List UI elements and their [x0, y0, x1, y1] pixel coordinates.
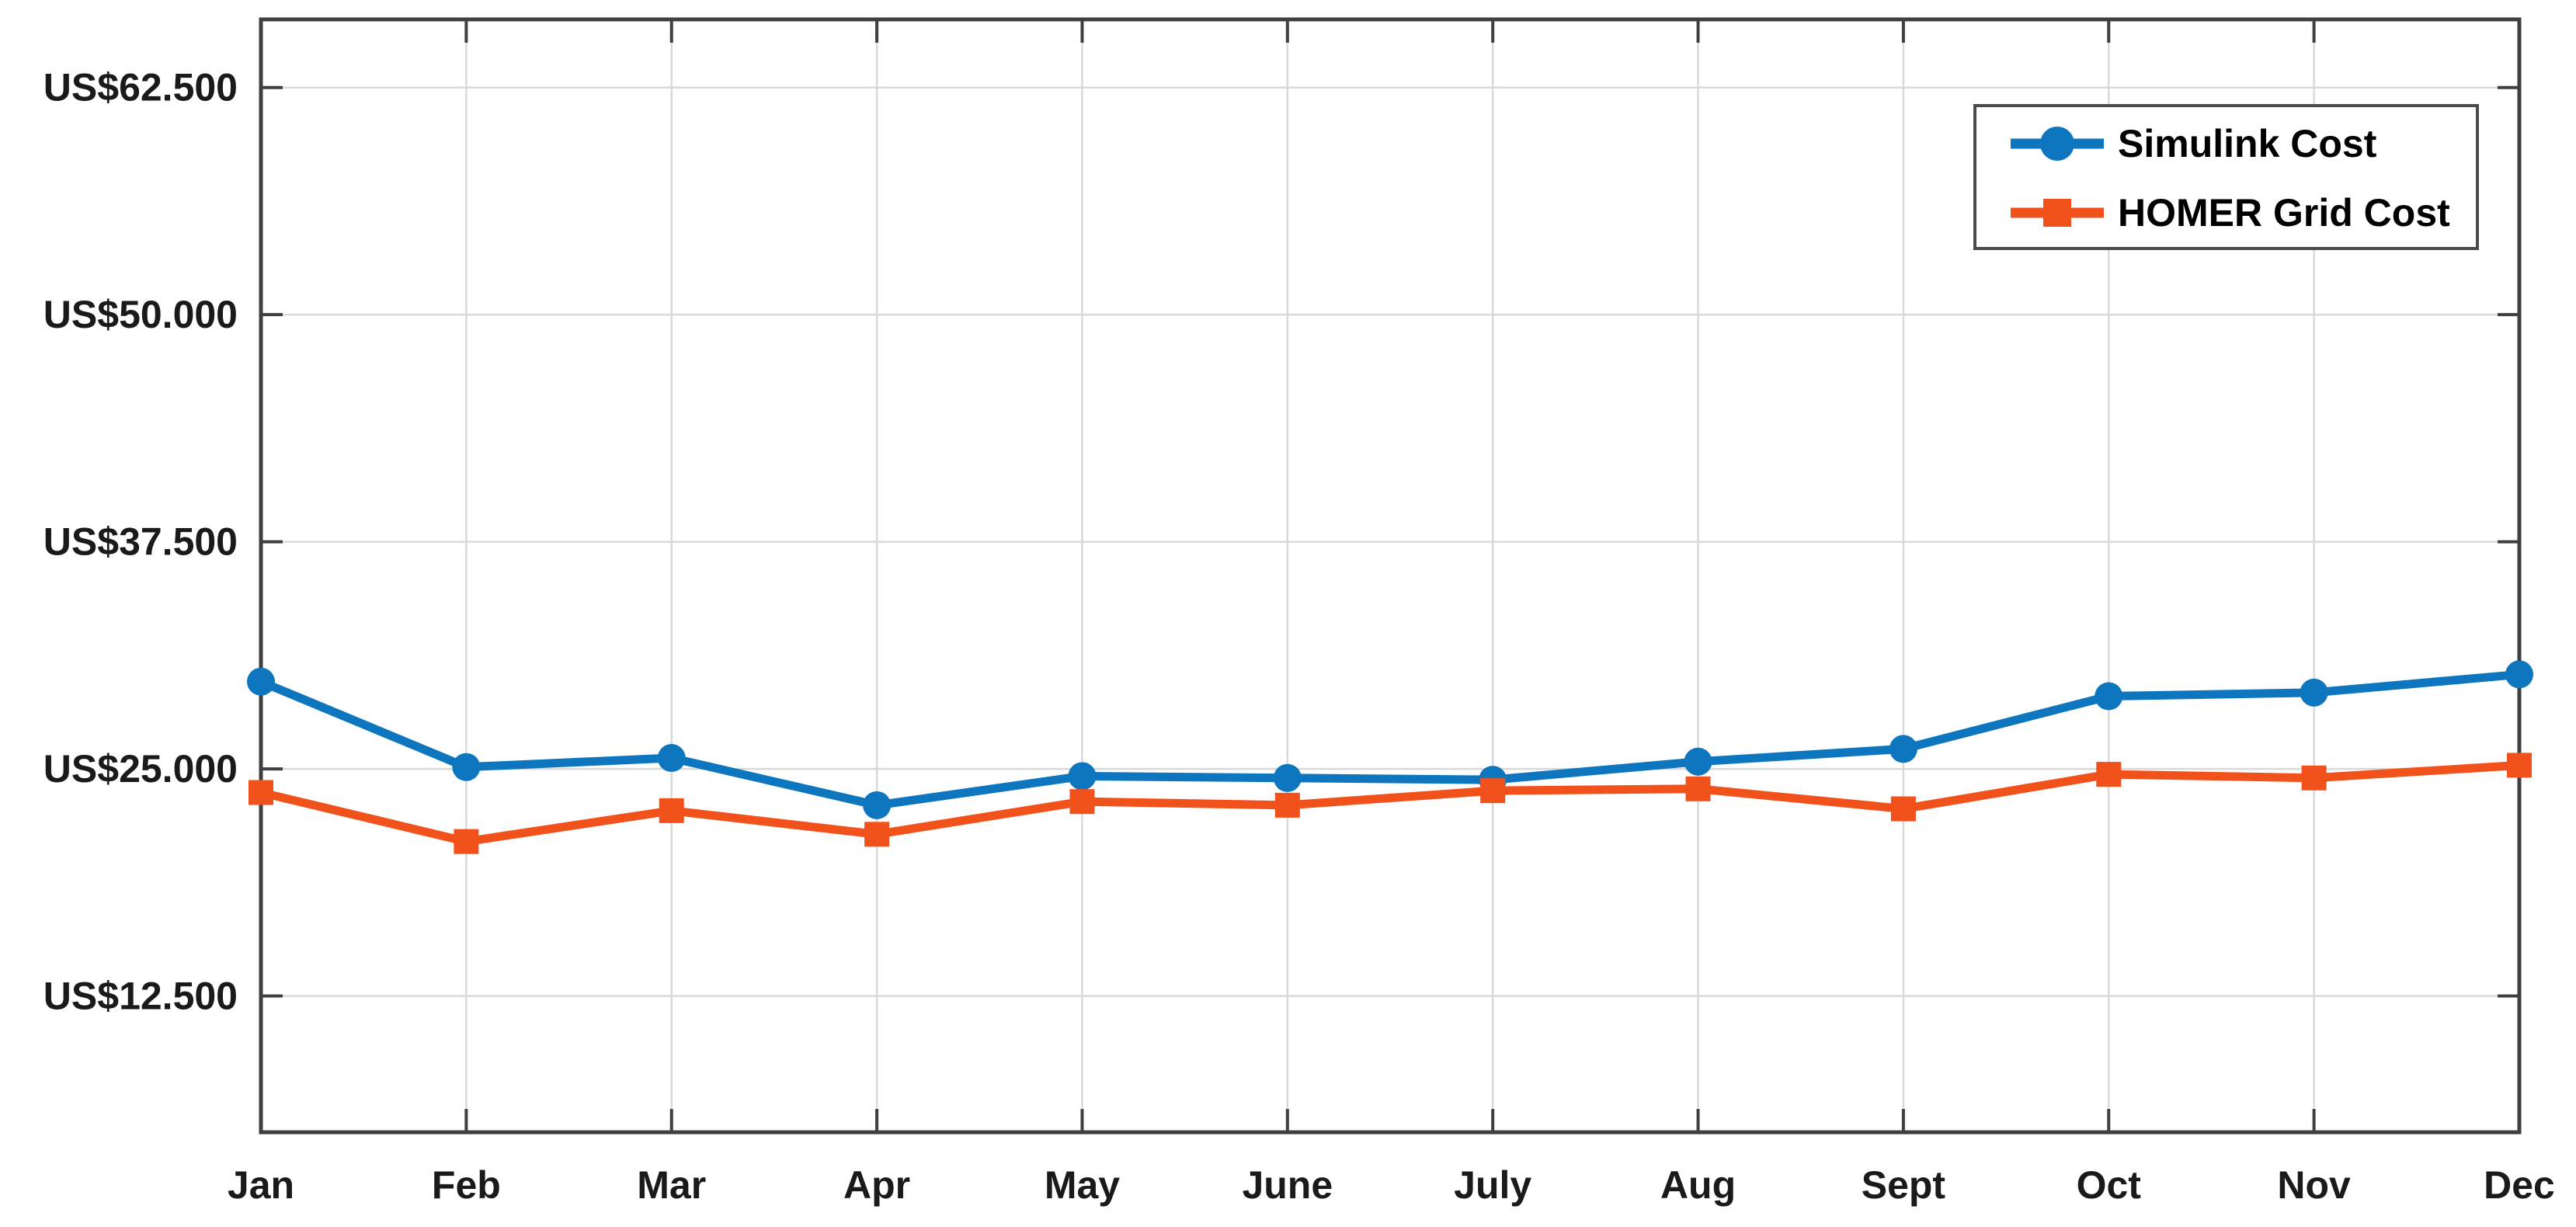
data-point-homer-grid-cost-oct [2096, 762, 2122, 787]
data-point-homer-grid-cost-apr [864, 822, 890, 847]
x-tick-label-july: July [1454, 1163, 1531, 1207]
x-tick-label-sept: Sept [1862, 1163, 1946, 1207]
x-tick-label-jan: Jan [228, 1163, 294, 1207]
data-point-homer-grid-cost-jan [249, 780, 273, 805]
legend-label-homer-grid-cost: HOMER Grid Cost [2118, 191, 2450, 235]
data-point-homer-grid-cost-nov [2301, 765, 2327, 791]
y-tick-label: US$12.500 [43, 975, 238, 1018]
data-point-homer-grid-cost-feb [454, 829, 479, 854]
data-point-simulink-cost-aug [1684, 747, 1712, 776]
x-tick-label-feb: Feb [432, 1163, 501, 1207]
x-tick-label-mar: Mar [637, 1163, 706, 1207]
data-point-simulink-cost-sept [1889, 735, 1917, 763]
legend-marker-circle-icon [2040, 127, 2074, 161]
data-point-simulink-cost-june [1273, 763, 1302, 792]
data-point-simulink-cost-mar [657, 744, 686, 773]
data-point-homer-grid-cost-may [1069, 789, 1095, 815]
x-tick-label-may: May [1045, 1163, 1120, 1207]
data-point-homer-grid-cost-sept [1890, 796, 1916, 822]
x-tick-label-nov: Nov [2277, 1163, 2351, 1207]
series-line-homer-grid-cost [256, 760, 2524, 846]
data-point-homer-grid-cost-july [1480, 778, 1506, 804]
x-tick-label-aug: Aug [1660, 1163, 1736, 1207]
data-point-homer-grid-cost-mar [659, 798, 684, 823]
data-point-simulink-cost-dec [2505, 660, 2533, 689]
data-point-simulink-cost-may [1068, 762, 1097, 791]
y-axis-tick-labels: US$12.500 US$25.000 US$37.500 US$50.000 US$6… [43, 66, 238, 1018]
data-point-homer-grid-cost-dec [2507, 753, 2532, 778]
y-tick-label: US$62.500 [43, 66, 238, 109]
y-tick-label: US$37.500 [43, 520, 238, 564]
x-tick-label-apr: Apr [843, 1163, 910, 1207]
x-tick-label-dec: Dec [2484, 1163, 2555, 1207]
x-tick-label-oct: Oct [2077, 1163, 2142, 1207]
series-line-simulink-cost [256, 669, 2524, 810]
data-point-homer-grid-cost-aug [1685, 776, 1711, 801]
x-axis-tick-labels: Jan Feb Mar Apr May June July Aug Sept Oct Nov Dec [228, 1163, 2555, 1207]
data-point-simulink-cost-apr [863, 791, 892, 819]
x-tick-label-june: June [1242, 1163, 1333, 1207]
y-tick-label: US$50.000 [43, 293, 238, 336]
legend: Simulink Cost HOMER Grid Cost [1973, 104, 2479, 250]
data-point-simulink-cost-jan [247, 667, 275, 696]
data-point-homer-grid-cost-june [1274, 792, 1300, 818]
y-tick-label: US$25.000 [43, 747, 238, 791]
plot-border [259, 17, 2522, 1135]
data-point-simulink-cost-feb [452, 753, 481, 781]
series-layer [247, 660, 2533, 854]
legend-label-simulink-cost: Simulink Cost [2118, 122, 2377, 165]
legend-marker-square-icon [2043, 199, 2071, 227]
data-point-simulink-cost-oct [2095, 682, 2123, 711]
data-point-simulink-cost-nov [2300, 678, 2328, 707]
